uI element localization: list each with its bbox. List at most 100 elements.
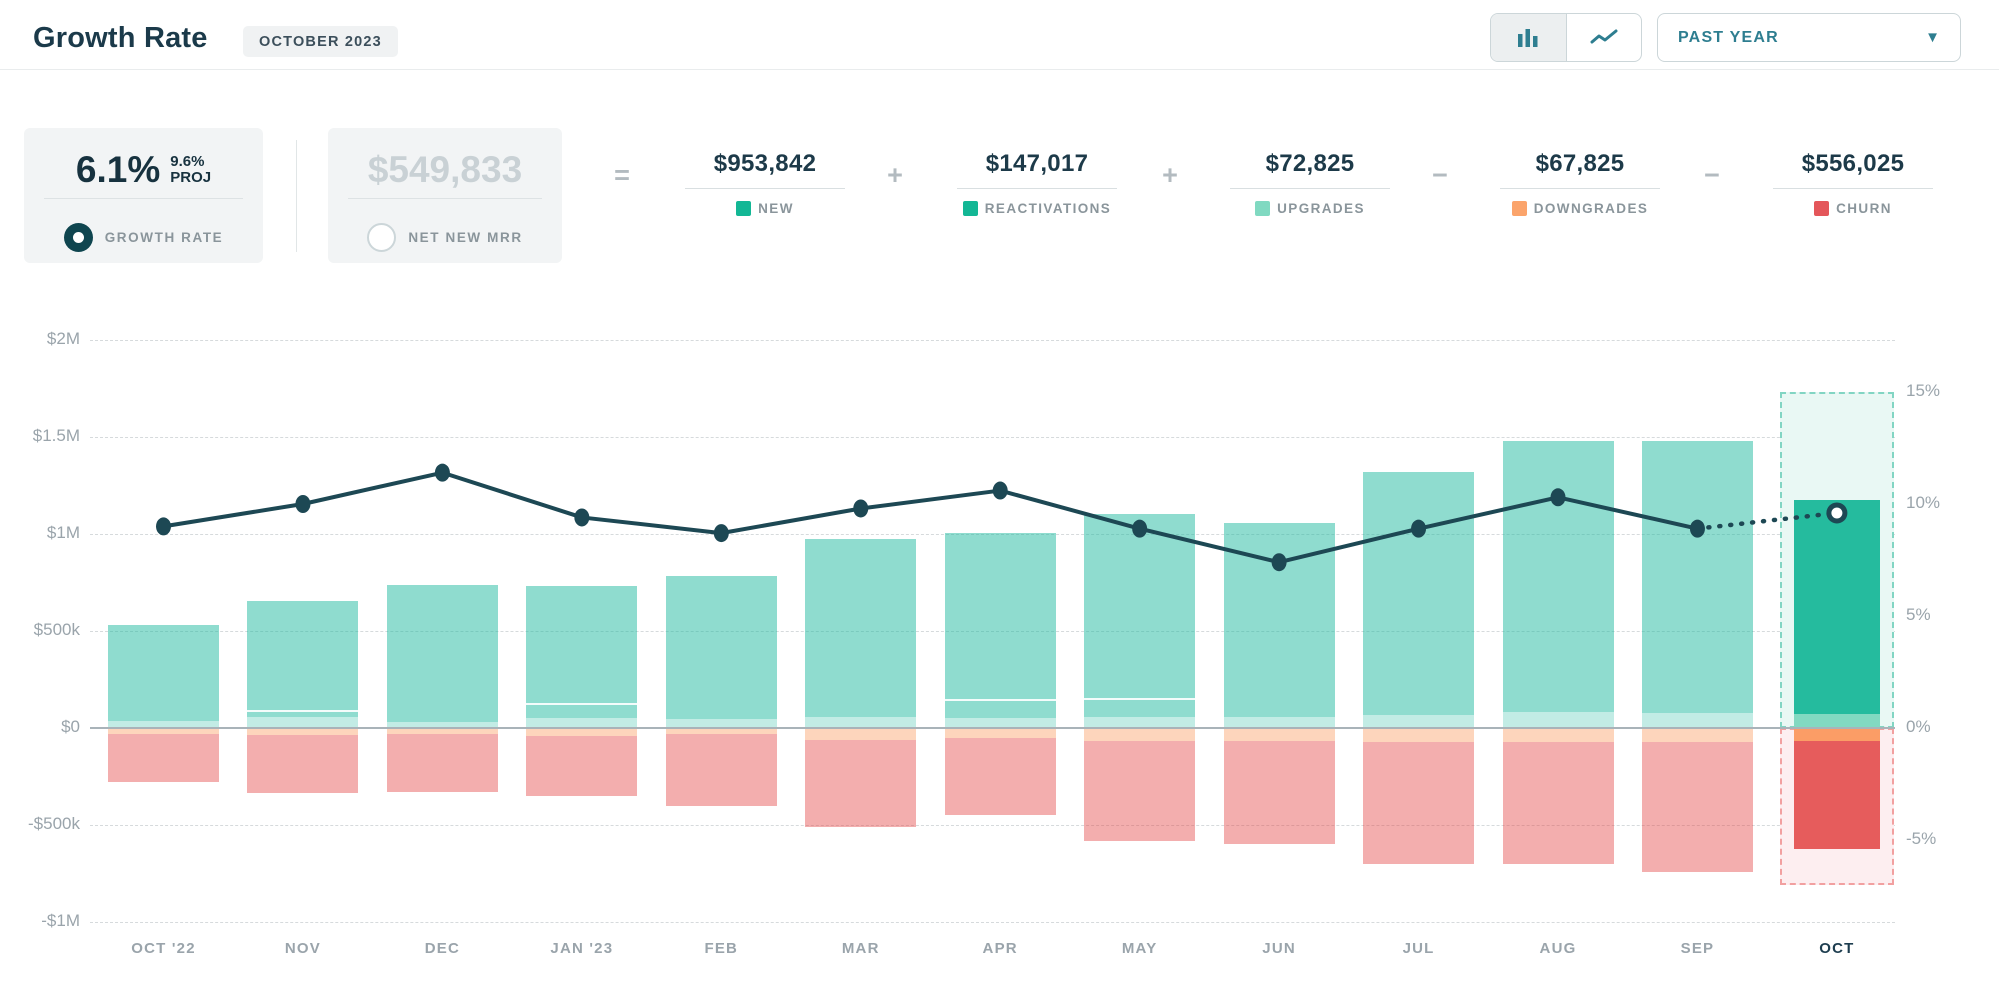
bar-upgrades[interactable] [526, 718, 638, 728]
bar-upgrades[interactable] [944, 718, 1056, 728]
bar-churn[interactable] [386, 733, 498, 792]
net-new-mrr-card[interactable]: $549,833 NET NEW MRR [328, 128, 562, 263]
chart-column-mar[interactable] [805, 240, 917, 988]
bar-new-reactivations[interactable] [1223, 523, 1335, 717]
bar-upgrades[interactable] [1502, 712, 1614, 728]
bar-new-reactivations[interactable] [1641, 440, 1753, 714]
chart-column-dec[interactable] [386, 240, 498, 988]
bar-churn[interactable] [1363, 741, 1475, 864]
bar-churn[interactable] [1641, 741, 1753, 872]
bar-churn[interactable] [526, 735, 638, 796]
bar-churn[interactable] [944, 737, 1056, 816]
bar-upgrades[interactable] [1223, 716, 1335, 728]
bar-downgrades[interactable] [665, 728, 777, 734]
bar-upgrades[interactable] [108, 720, 219, 728]
bar-chart-toggle-button[interactable] [1491, 14, 1567, 61]
chevron-down-icon: ▼ [1925, 29, 1940, 46]
bar-churn[interactable] [1223, 740, 1335, 845]
new-mrr-value: $953,842 [713, 150, 817, 177]
bar-new-reactivations[interactable] [805, 538, 917, 718]
chart-column-may[interactable] [1084, 240, 1196, 988]
chart-column-aug[interactable] [1502, 240, 1614, 988]
chart-column-oct[interactable] [1793, 240, 1880, 988]
bar-chart-icon [1518, 28, 1538, 47]
bar-new-reactivations[interactable] [1793, 500, 1880, 714]
bar-churn[interactable] [665, 733, 777, 806]
bar-new-reactivations[interactable] [1502, 440, 1614, 713]
growth-rate-radio-selected[interactable] [63, 222, 93, 252]
x-axis-label: OCT [1819, 940, 1855, 957]
downgrades-metric[interactable]: $67,825 DOWNGRADES [1470, 150, 1690, 216]
bar-upgrades[interactable] [1793, 713, 1880, 728]
bar-churn[interactable] [247, 734, 359, 793]
bar-upgrades[interactable] [805, 717, 917, 728]
reactivations-metric[interactable]: $147,017 REACTIVATIONS [927, 150, 1147, 216]
growth-rate-card[interactable]: 6.1% 9.6% PROJ GROWTH RATE [24, 128, 263, 263]
bar-new-reactivations[interactable] [1363, 471, 1475, 715]
bar-churn[interactable] [1502, 741, 1614, 864]
line-chart-icon [1590, 29, 1618, 43]
churn-legend-swatch [1814, 201, 1830, 216]
bar-upgrades[interactable] [665, 719, 777, 728]
bar-churn[interactable] [1793, 741, 1880, 849]
bar-new-reactivations[interactable] [247, 600, 359, 718]
chart-column-oct-22[interactable] [108, 240, 219, 988]
page-title: Growth Rate [33, 22, 208, 54]
bar-churn[interactable] [805, 739, 917, 827]
bar-upgrades[interactable] [386, 722, 498, 728]
chart-column-jul[interactable] [1363, 240, 1475, 988]
bar-upgrades[interactable] [1084, 716, 1196, 728]
chart-column-jun[interactable] [1223, 240, 1335, 988]
bar-downgrades[interactable] [1223, 728, 1335, 741]
bar-downgrades[interactable] [1502, 728, 1614, 742]
chart-column-apr[interactable] [944, 240, 1056, 988]
y-axis-label-left: -$500k [28, 814, 80, 833]
bar-downgrades[interactable] [386, 728, 498, 734]
bar-downgrades[interactable] [944, 728, 1056, 738]
bar-downgrades[interactable] [1084, 728, 1196, 741]
bar-upgrades[interactable] [1363, 714, 1475, 728]
net-new-mrr-radio-unselected[interactable] [367, 222, 397, 252]
bar-new-reactivations[interactable] [386, 585, 498, 723]
bar-upgrades[interactable] [1641, 713, 1753, 728]
x-axis-label: JAN '23 [550, 940, 614, 957]
upgrades-metric[interactable]: $72,825 UPGRADES [1200, 150, 1420, 216]
dollar-gridline [90, 922, 1895, 923]
chart-column-nov[interactable] [247, 240, 359, 988]
new-mrr-metric[interactable]: $953,842 NEW [655, 150, 875, 216]
bar-downgrades[interactable] [805, 728, 917, 740]
bar-new-reactivations[interactable] [526, 585, 638, 719]
bar-new-reactivations[interactable] [1084, 514, 1196, 717]
churn-metric[interactable]: $556,025 CHURN [1743, 150, 1963, 216]
net-new-mrr-value: $549,833 [367, 149, 523, 190]
bar-downgrades[interactable] [247, 728, 359, 735]
bar-churn[interactable] [108, 733, 219, 783]
chart-column-sep[interactable] [1641, 240, 1753, 988]
bar-downgrades[interactable] [1363, 728, 1475, 742]
y-axis-label-left: -$1M [41, 911, 80, 930]
y-axis-label-right: 15% [1906, 381, 1941, 400]
bar-new-reactivations[interactable] [944, 533, 1056, 719]
bar-new-reactivations[interactable] [665, 575, 777, 720]
bar-downgrades[interactable] [108, 728, 219, 734]
bar-upgrades[interactable] [247, 717, 359, 728]
growth-rate-projection: 9.6% PROJ [170, 153, 212, 186]
plus-sign: + [887, 160, 903, 190]
bar-downgrades[interactable] [1641, 728, 1753, 742]
y-axis-label-right: -5% [1906, 829, 1937, 848]
chart-column-feb[interactable] [665, 240, 777, 988]
new-legend-swatch [736, 201, 752, 216]
chart-column-jan-23[interactable] [526, 240, 638, 988]
minus-sign: − [1432, 160, 1448, 190]
x-axis-label: OCT '22 [131, 940, 196, 957]
bar-churn[interactable] [1084, 740, 1196, 841]
date-range-dropdown[interactable]: PAST YEAR ▼ [1657, 13, 1961, 62]
bar-downgrades[interactable] [526, 728, 638, 736]
dollar-gridline [90, 340, 1895, 341]
bar-downgrades[interactable] [1793, 728, 1880, 742]
x-axis-label: FEB [704, 940, 739, 957]
line-chart-toggle-button[interactable] [1567, 14, 1642, 61]
x-axis-label: JUL [1402, 940, 1435, 957]
bar-new-reactivations[interactable] [108, 625, 219, 721]
x-axis-label: JUN [1262, 940, 1296, 957]
